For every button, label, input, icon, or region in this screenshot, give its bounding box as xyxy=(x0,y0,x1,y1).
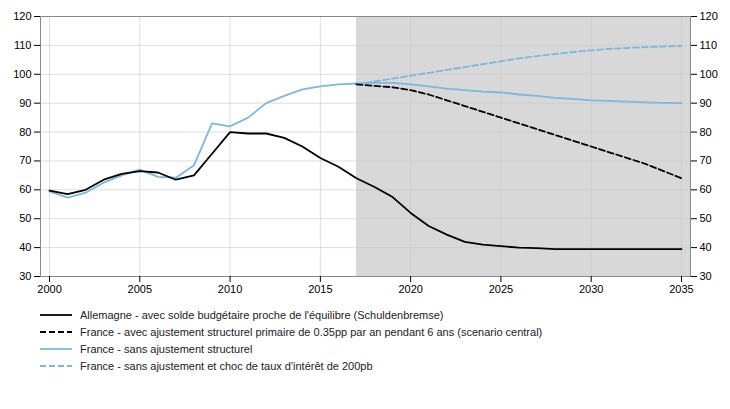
svg-text:30: 30 xyxy=(19,270,31,282)
svg-text:30: 30 xyxy=(700,270,712,282)
html-text:France - avec ajustement struc: France - avec ajustement structurel prim… xyxy=(80,325,543,338)
html-text:France - sans ajustement struc: France - sans ajustement structurel xyxy=(80,342,253,355)
svg-text:50: 50 xyxy=(700,212,712,224)
svg-text:90: 90 xyxy=(700,97,712,109)
svg-text:2005: 2005 xyxy=(128,283,152,295)
svg-text:90: 90 xyxy=(19,97,31,109)
svg-text:2035: 2035 xyxy=(669,283,693,295)
svg-text:100: 100 xyxy=(700,68,718,80)
svg-text:80: 80 xyxy=(19,126,31,138)
svg-text:110: 110 xyxy=(700,39,718,51)
svg-text:60: 60 xyxy=(700,183,712,195)
svg-text:110: 110 xyxy=(14,39,32,51)
html-text:Allemagne - avec solde budgéta: Allemagne - avec solde budgétaire proche… xyxy=(80,308,444,321)
svg-text:2010: 2010 xyxy=(218,283,242,295)
svg-text:2030: 2030 xyxy=(579,283,603,295)
svg-text:2015: 2015 xyxy=(308,283,332,295)
svg-text:40: 40 xyxy=(19,241,31,253)
svg-text:2020: 2020 xyxy=(398,283,422,295)
svg-text:40: 40 xyxy=(700,241,712,253)
svg-text:70: 70 xyxy=(700,154,712,166)
svg-text:100: 100 xyxy=(13,68,31,80)
html-text:France - sans ajustement et ch: France - sans ajustement et choc de taux… xyxy=(80,359,373,372)
svg-text:2025: 2025 xyxy=(489,283,513,295)
svg-text:120: 120 xyxy=(13,10,31,22)
svg-text:60: 60 xyxy=(19,183,31,195)
svg-text:50: 50 xyxy=(19,212,31,224)
svg-text:80: 80 xyxy=(700,126,712,138)
svg-text:120: 120 xyxy=(700,10,718,22)
svg-text:2000: 2000 xyxy=(37,283,61,295)
svg-text:70: 70 xyxy=(19,154,31,166)
